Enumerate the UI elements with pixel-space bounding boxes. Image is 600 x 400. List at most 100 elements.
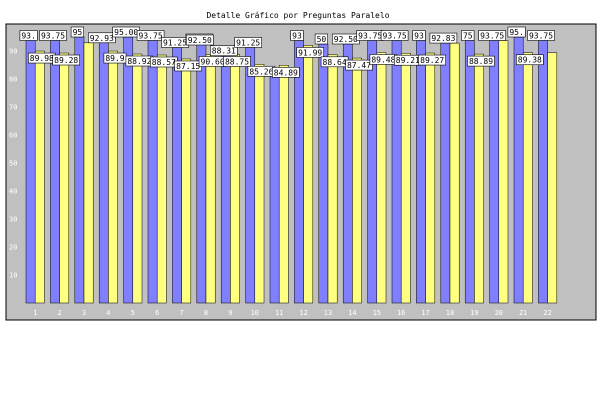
data-label-box	[478, 30, 507, 41]
data-label: 87.47	[347, 61, 371, 70]
bar	[132, 53, 143, 304]
bar	[513, 36, 524, 304]
data-label-box	[418, 54, 447, 66]
data-label-box	[290, 30, 304, 41]
bar	[318, 43, 329, 304]
bar	[327, 54, 338, 304]
x-tick-label: 13	[324, 309, 332, 317]
data-label: 95.00	[114, 28, 138, 37]
bar	[538, 40, 548, 304]
x-axis: 1 2 3 4 5 6 7 8 9 10 11 12 13 14 15 16 17 18 19 20 21 22	[33, 309, 552, 317]
bar	[59, 52, 70, 304]
bar	[376, 52, 387, 304]
y-tick-label: 50	[9, 160, 17, 168]
data-label: 75	[463, 32, 473, 41]
data-label: 50	[317, 35, 327, 44]
data-label-box	[507, 26, 526, 38]
bar	[156, 54, 167, 304]
data-label-box	[345, 59, 373, 71]
bar	[108, 50, 118, 304]
x-tick-label: 17	[421, 309, 429, 317]
bar	[391, 40, 402, 304]
bar	[34, 50, 45, 304]
x-tick-label: 20	[495, 309, 503, 317]
bar	[181, 58, 192, 304]
data-label-box	[39, 30, 67, 41]
data-label: 89.9	[105, 54, 124, 63]
x-tick-label: 19	[470, 309, 478, 317]
data-label: 87.15	[176, 62, 200, 71]
x-tick-label: 14	[348, 309, 356, 317]
data-label-box	[52, 54, 81, 66]
bar	[522, 52, 533, 304]
y-tick-label: 80	[9, 76, 17, 84]
bar	[342, 43, 353, 304]
bar	[474, 53, 484, 304]
x-tick-label: 21	[519, 309, 527, 317]
data-label: 93.75	[383, 32, 407, 41]
y-tick-label: 60	[9, 132, 17, 140]
data-label-box	[429, 32, 458, 44]
data-label: 93	[292, 32, 302, 41]
x-tick-label: 4	[106, 309, 110, 317]
bars	[25, 36, 558, 304]
bar	[25, 40, 36, 304]
y-axis: 10 20 30 40 50 60 70 80 90	[9, 48, 17, 280]
bar	[254, 64, 265, 304]
data-label: 89.48	[371, 55, 395, 64]
data-label-box	[70, 26, 84, 38]
annotation-label-box	[186, 34, 214, 46]
bar	[547, 52, 558, 304]
data-label-box	[136, 30, 165, 41]
x-tick-label: 3	[82, 309, 86, 317]
bar	[230, 54, 240, 304]
data-label: 92.93	[90, 34, 114, 43]
data-label-box	[314, 33, 329, 45]
data-labels: 93. 89.98 93.75 89.28 95 92.93 89.9 95.00 88.92 9…	[19, 26, 555, 78]
x-tick-label: 22	[543, 309, 551, 317]
data-label-box	[223, 56, 251, 67]
data-label-box	[210, 45, 238, 57]
bar	[98, 42, 109, 304]
x-tick-label: 8	[204, 309, 208, 317]
data-label: 91.99	[298, 48, 322, 57]
data-label-box	[271, 67, 300, 78]
bar	[278, 65, 289, 304]
y-tick-label: 10	[9, 272, 17, 280]
annotation-label: 92.50	[188, 36, 212, 45]
data-label: 88.89	[469, 57, 493, 66]
data-label-box	[88, 32, 116, 44]
bar	[123, 36, 134, 304]
data-label-box	[380, 30, 409, 41]
x-tick-label: 15	[373, 309, 381, 317]
data-label-box	[461, 30, 475, 41]
x-tick-label: 7	[179, 309, 183, 317]
bar	[269, 71, 280, 304]
bar	[464, 40, 475, 304]
chart-title: Detalle Gráfico por Preguntas Paralelo	[206, 11, 389, 20]
data-label: 91.25	[236, 39, 260, 48]
data-label: 93.75	[480, 32, 504, 41]
data-label-box	[527, 30, 555, 41]
x-tick-label: 18	[446, 309, 454, 317]
data-label: 88.64	[323, 58, 347, 67]
data-label: 95	[73, 28, 83, 37]
data-label: 93.75	[139, 32, 163, 41]
data-label: 89.98	[30, 54, 54, 63]
data-label: 93.75	[529, 32, 553, 41]
x-tick-label: 11	[275, 309, 283, 317]
bar	[205, 54, 216, 304]
bar	[400, 52, 411, 304]
data-label: 90.60	[201, 58, 225, 67]
data-label-box	[296, 47, 325, 58]
bar	[367, 40, 378, 304]
data-label-box	[19, 30, 38, 41]
x-tick-label: 9	[228, 309, 232, 317]
data-label: 88.92	[127, 57, 151, 66]
data-label: 92.83	[431, 34, 455, 43]
y-tick-label: 90	[9, 48, 17, 56]
bar	[440, 42, 451, 304]
data-label: 89.38	[518, 56, 542, 65]
data-label-box	[412, 30, 426, 41]
